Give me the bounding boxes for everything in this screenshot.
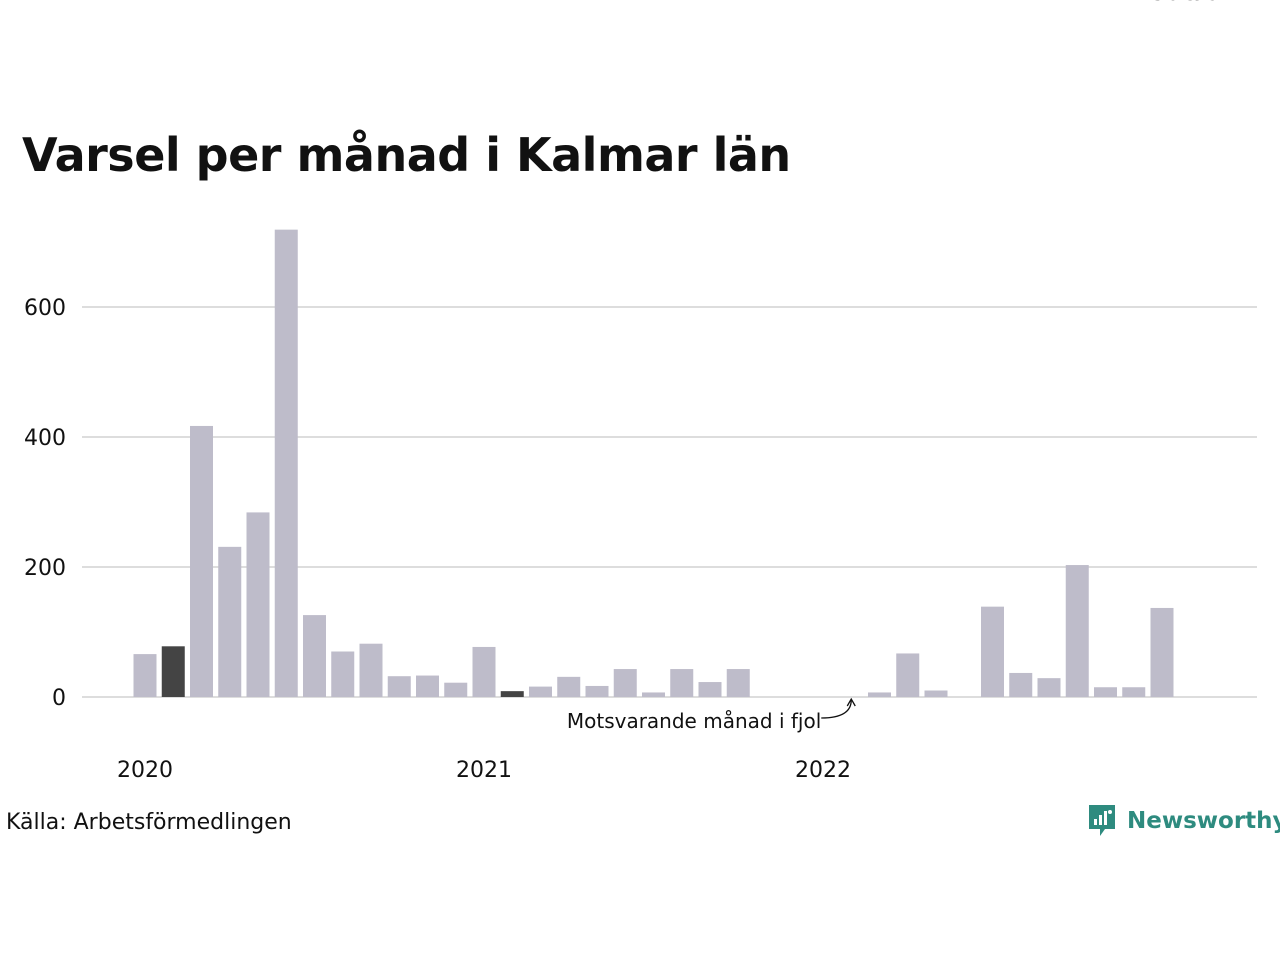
brand-name: Newsworthy (1127, 808, 1280, 834)
bar (472, 646, 496, 697)
source-label: Källa: Arbetsförmedlingen (6, 810, 292, 835)
bar (274, 229, 298, 697)
bar (1150, 607, 1174, 697)
bar (585, 685, 609, 697)
x-tick-label: 2021 (456, 758, 512, 783)
bar (642, 692, 665, 697)
bar (444, 682, 468, 697)
annotation-arrow-head (846, 697, 856, 707)
bar (1009, 672, 1033, 697)
bar (331, 651, 355, 697)
bar (500, 691, 524, 697)
chart-title: Varsel per månad i Kalmar län (22, 128, 791, 182)
x-tick-label: 2022 (795, 758, 851, 783)
y-tick-label: 200 (24, 556, 66, 581)
bar (416, 675, 439, 697)
bar (868, 692, 891, 697)
annotation-month: Februari (1136, 0, 1239, 6)
bar (981, 606, 1004, 697)
annotation-arrow (821, 699, 852, 719)
bar (896, 653, 920, 697)
bar (218, 546, 242, 697)
bar (1094, 687, 1117, 697)
y-tick-label: 0 (52, 686, 66, 711)
bar (557, 676, 581, 697)
bar (387, 676, 411, 697)
newsworthy-logo: Newsworthy (1087, 803, 1280, 839)
bar (1065, 565, 1089, 697)
bar (529, 686, 552, 697)
bar (246, 512, 270, 697)
bar (303, 615, 326, 697)
annotation-last-year: Motsvarande månad i fjol (567, 709, 821, 733)
bar (1122, 687, 1146, 697)
bar (133, 654, 157, 697)
bar (924, 690, 948, 697)
bar (359, 643, 383, 697)
bar (726, 669, 750, 697)
newsworthy-logo-icon (1089, 805, 1115, 836)
annotation-value: 137 (1167, 0, 1215, 6)
bar (161, 646, 185, 697)
bar (698, 682, 722, 697)
y-tick-label: 400 (24, 426, 66, 451)
y-tick-label: 600 (24, 296, 66, 321)
bar (613, 669, 637, 697)
bar (1037, 678, 1061, 697)
bar (670, 669, 694, 697)
x-tick-label: 2020 (117, 758, 173, 783)
bar (190, 425, 213, 697)
